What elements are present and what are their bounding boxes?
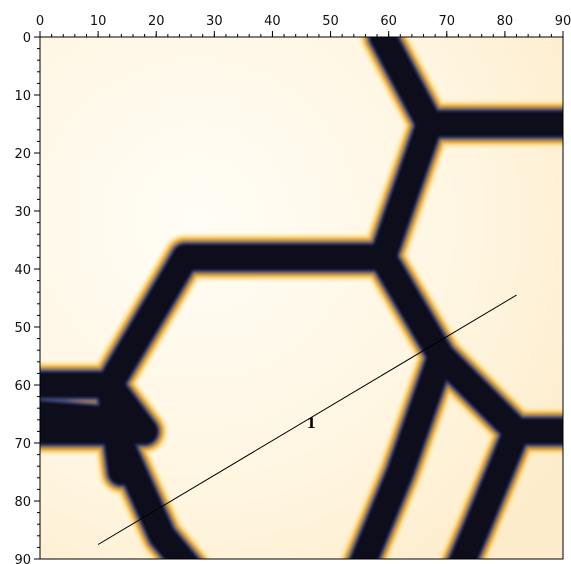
trench-core xyxy=(40,401,198,559)
x-tick-label: 30 xyxy=(206,14,223,29)
y-tick-label: 0 xyxy=(23,31,31,46)
trench-core xyxy=(449,418,530,559)
y-tick-label: 10 xyxy=(14,89,31,104)
trench-core xyxy=(370,244,563,444)
y-tick-label: 20 xyxy=(14,147,31,162)
x-tick-label: 10 xyxy=(90,14,107,29)
trench-core xyxy=(350,343,454,559)
x-tick-label: 0 xyxy=(36,14,44,29)
profile-line-1[interactable] xyxy=(97,294,517,545)
x-tick-label: 40 xyxy=(264,14,281,29)
x-tick-label: 20 xyxy=(148,14,165,29)
x-tick-label: 60 xyxy=(380,14,397,29)
afm-height-map xyxy=(40,37,563,559)
y-tick-label: 30 xyxy=(14,205,31,220)
x-tick-label: 90 xyxy=(555,14,571,29)
profile-line-label: 1 xyxy=(306,416,316,432)
x-tick-label: 50 xyxy=(322,14,339,29)
y-axis: 0 10 20 30 40 50 60 70 80 90 xyxy=(14,31,40,564)
plot-frame xyxy=(39,36,564,560)
y-tick-label: 40 xyxy=(14,263,31,278)
y-tick-label: 80 xyxy=(14,495,31,510)
y-tick-label: 70 xyxy=(14,437,31,452)
x-tick-label: 70 xyxy=(439,14,456,29)
y-tick-label: 90 xyxy=(14,553,31,564)
y-tick-label: 60 xyxy=(14,379,31,394)
y-tick-label: 50 xyxy=(14,321,31,336)
x-tick-label: 80 xyxy=(497,14,514,29)
x-axis: 0 10 20 30 40 50 60 70 80 90 xyxy=(36,14,571,37)
trench-core xyxy=(370,111,442,270)
trench-core xyxy=(97,372,134,485)
